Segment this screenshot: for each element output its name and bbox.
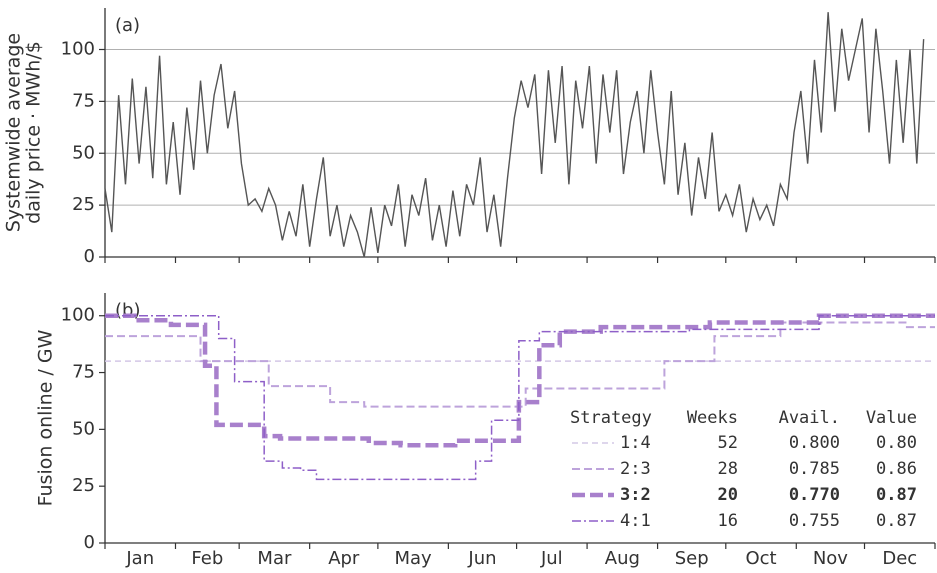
panel-label: (a) xyxy=(115,15,140,36)
x-tick-label: Dec xyxy=(882,548,917,569)
y-tick-label: 25 xyxy=(72,475,95,496)
legend-cell: 0.800 xyxy=(789,433,840,453)
legend-label: 4:1 xyxy=(620,511,651,531)
step-line xyxy=(105,314,935,481)
y-tick-label: 100 xyxy=(61,305,95,326)
x-tick-label: Oct xyxy=(745,548,776,569)
legend-header: Value xyxy=(866,408,917,428)
legend-cell: 0.80 xyxy=(876,433,917,453)
legend-label: 2:3 xyxy=(620,459,651,479)
step-line xyxy=(105,313,935,448)
y-axis-label: Systemwide average xyxy=(3,33,25,232)
y-axis-label: daily price · MWh/$ xyxy=(23,41,45,224)
legend-cell: 0.770 xyxy=(789,485,840,505)
x-tick-label: May xyxy=(395,548,433,569)
legend-cell: 16 xyxy=(718,511,738,531)
step-line xyxy=(105,321,935,408)
legend-cell: 0.87 xyxy=(876,485,917,505)
x-tick-label: Mar xyxy=(257,548,292,569)
y-tick-label: 0 xyxy=(84,246,95,267)
legend-header: Weeks xyxy=(687,408,738,428)
legend-label: 3:2 xyxy=(620,485,651,505)
legend-header: Strategy xyxy=(570,408,652,428)
legend-label: 1:4 xyxy=(620,433,651,453)
legend-cell: 0.755 xyxy=(789,511,840,531)
legend-cell: 0.785 xyxy=(789,459,840,479)
legend-cell: 52 xyxy=(718,433,738,453)
legend-cell: 20 xyxy=(718,485,738,505)
y-tick-label: 100 xyxy=(61,39,95,60)
x-tick-label: Jun xyxy=(467,548,496,569)
x-tick-label: Apr xyxy=(328,548,360,569)
y-tick-label: 50 xyxy=(72,142,95,163)
legend-cell: 28 xyxy=(718,459,738,479)
y-axis-label: Fusion online / GW xyxy=(35,329,57,506)
y-tick-label: 0 xyxy=(84,532,95,553)
x-tick-label: Jul xyxy=(540,548,563,569)
x-tick-label: Aug xyxy=(605,548,640,569)
y-tick-label: 75 xyxy=(72,362,95,383)
y-tick-label: 25 xyxy=(72,194,95,215)
y-tick-label: 50 xyxy=(72,418,95,439)
price-line xyxy=(104,12,925,258)
x-tick-label: Sep xyxy=(675,548,709,569)
y-tick-label: 75 xyxy=(72,90,95,111)
x-tick-label: Feb xyxy=(191,548,223,569)
legend-cell: 0.87 xyxy=(876,511,917,531)
legend-header: Avail. xyxy=(779,408,840,428)
x-tick-label: Jan xyxy=(125,548,154,569)
x-tick-label: Nov xyxy=(813,548,848,569)
legend-cell: 0.86 xyxy=(876,459,917,479)
